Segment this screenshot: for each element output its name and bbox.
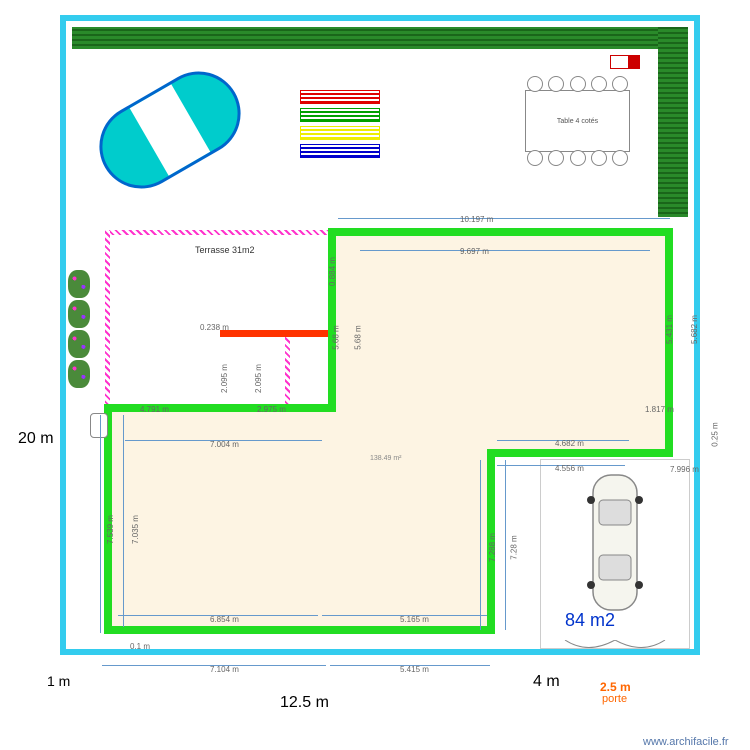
- terrace-label: Terrasse 31m2: [195, 245, 255, 255]
- dim-label-7: 0.238 m: [200, 323, 229, 332]
- dim-line-0: [338, 218, 670, 219]
- dim-label-21: 7.035 m: [131, 515, 140, 544]
- chair: [527, 76, 543, 92]
- porte_sub: porte: [602, 693, 627, 705]
- area_84: 84 m2: [565, 610, 615, 631]
- dim-label-25: 7.104 m: [210, 665, 239, 674]
- terrace-border-top: [105, 230, 332, 235]
- hedge: [658, 27, 688, 217]
- chair: [527, 150, 543, 166]
- dim-label-2: 0.884 m: [328, 257, 337, 286]
- hot-tub: [90, 413, 108, 438]
- dim-line-1: [360, 250, 650, 251]
- chair: [591, 150, 607, 166]
- dim-line-12: [123, 415, 124, 627]
- door: [220, 330, 332, 337]
- house-fill-1: [332, 232, 671, 410]
- dim-label-11: 4.791 m: [140, 405, 169, 414]
- chair: [612, 150, 628, 166]
- chair: [570, 150, 586, 166]
- bush-2: [68, 330, 90, 358]
- chair: [570, 76, 586, 92]
- house_area: 138.49 m²: [370, 455, 402, 462]
- dining-table: Table 4 cotés: [525, 90, 630, 152]
- lounger-2: [300, 126, 380, 140]
- dim-label-6: 5.682 m: [690, 315, 699, 344]
- car-icon: [585, 470, 645, 615]
- ext_bottom_4m: 4 m: [533, 673, 560, 691]
- dim-label-16: 7.996 m: [670, 465, 699, 474]
- dim-label-9: 2.095 m: [254, 364, 263, 393]
- lounger-1: [300, 108, 380, 122]
- dim-label-3: 5.68 m: [332, 325, 341, 349]
- lounger-0: [300, 90, 380, 104]
- dim-line-10: [480, 460, 481, 630]
- dim-label-1: 9.697 m: [460, 247, 489, 256]
- dim-label-17: 7.004 m: [210, 440, 239, 449]
- chair: [591, 76, 607, 92]
- garage-door: [560, 640, 670, 655]
- porte_label: 2.5 m: [600, 680, 631, 694]
- dim-label-12: 1.817 m: [645, 405, 674, 414]
- dim-label-20: 7.539 m: [106, 515, 115, 544]
- dim-label-24: 0.1 m: [130, 642, 150, 651]
- dim-label-14: 4.682 m: [555, 439, 584, 448]
- bush-3: [68, 360, 90, 388]
- dim-label-19: 7.28 m: [510, 535, 519, 559]
- dim-line-9: [505, 460, 506, 630]
- terrace-border-mid: [285, 330, 290, 410]
- dim-label-8: 2.095 m: [220, 364, 229, 393]
- house-fill-0: [108, 408, 491, 628]
- dim-label-4: 5.68 m: [354, 325, 363, 349]
- ext_bottom_125: 12.5 m: [280, 694, 329, 712]
- ext_bottom_1m: 1 m: [47, 673, 70, 689]
- bush-0: [68, 270, 90, 298]
- dim-label-15: 4.556 m: [555, 464, 584, 473]
- house-wall-3: [487, 449, 673, 457]
- house-wall-7: [104, 404, 336, 412]
- ext_left: 20 m: [18, 430, 54, 448]
- dim-line-11: [100, 415, 101, 633]
- grill: [610, 55, 640, 69]
- lounger-3: [300, 144, 380, 158]
- archifacile: www.archifacile.fr: [643, 736, 729, 748]
- house-wall-1: [104, 626, 494, 634]
- dim-label-0: 10.197 m: [460, 215, 493, 224]
- dim-label-10: 2.975 m: [257, 405, 286, 414]
- dim-label-22: 6.854 m: [210, 615, 239, 624]
- dim-label-18: 7.288 m: [488, 533, 497, 562]
- dim-label-23: 5.165 m: [400, 615, 429, 624]
- dim-label-13: 0.25 m: [711, 422, 720, 446]
- dim-label-5: 5.431 m: [665, 315, 674, 344]
- dim-label-26: 5.415 m: [400, 665, 429, 674]
- terrace-border-left: [105, 230, 110, 410]
- bush-1: [68, 300, 90, 328]
- house-wall-5: [328, 228, 673, 236]
- chair: [612, 76, 628, 92]
- hedge: [72, 27, 658, 49]
- house-wall-6: [328, 228, 336, 412]
